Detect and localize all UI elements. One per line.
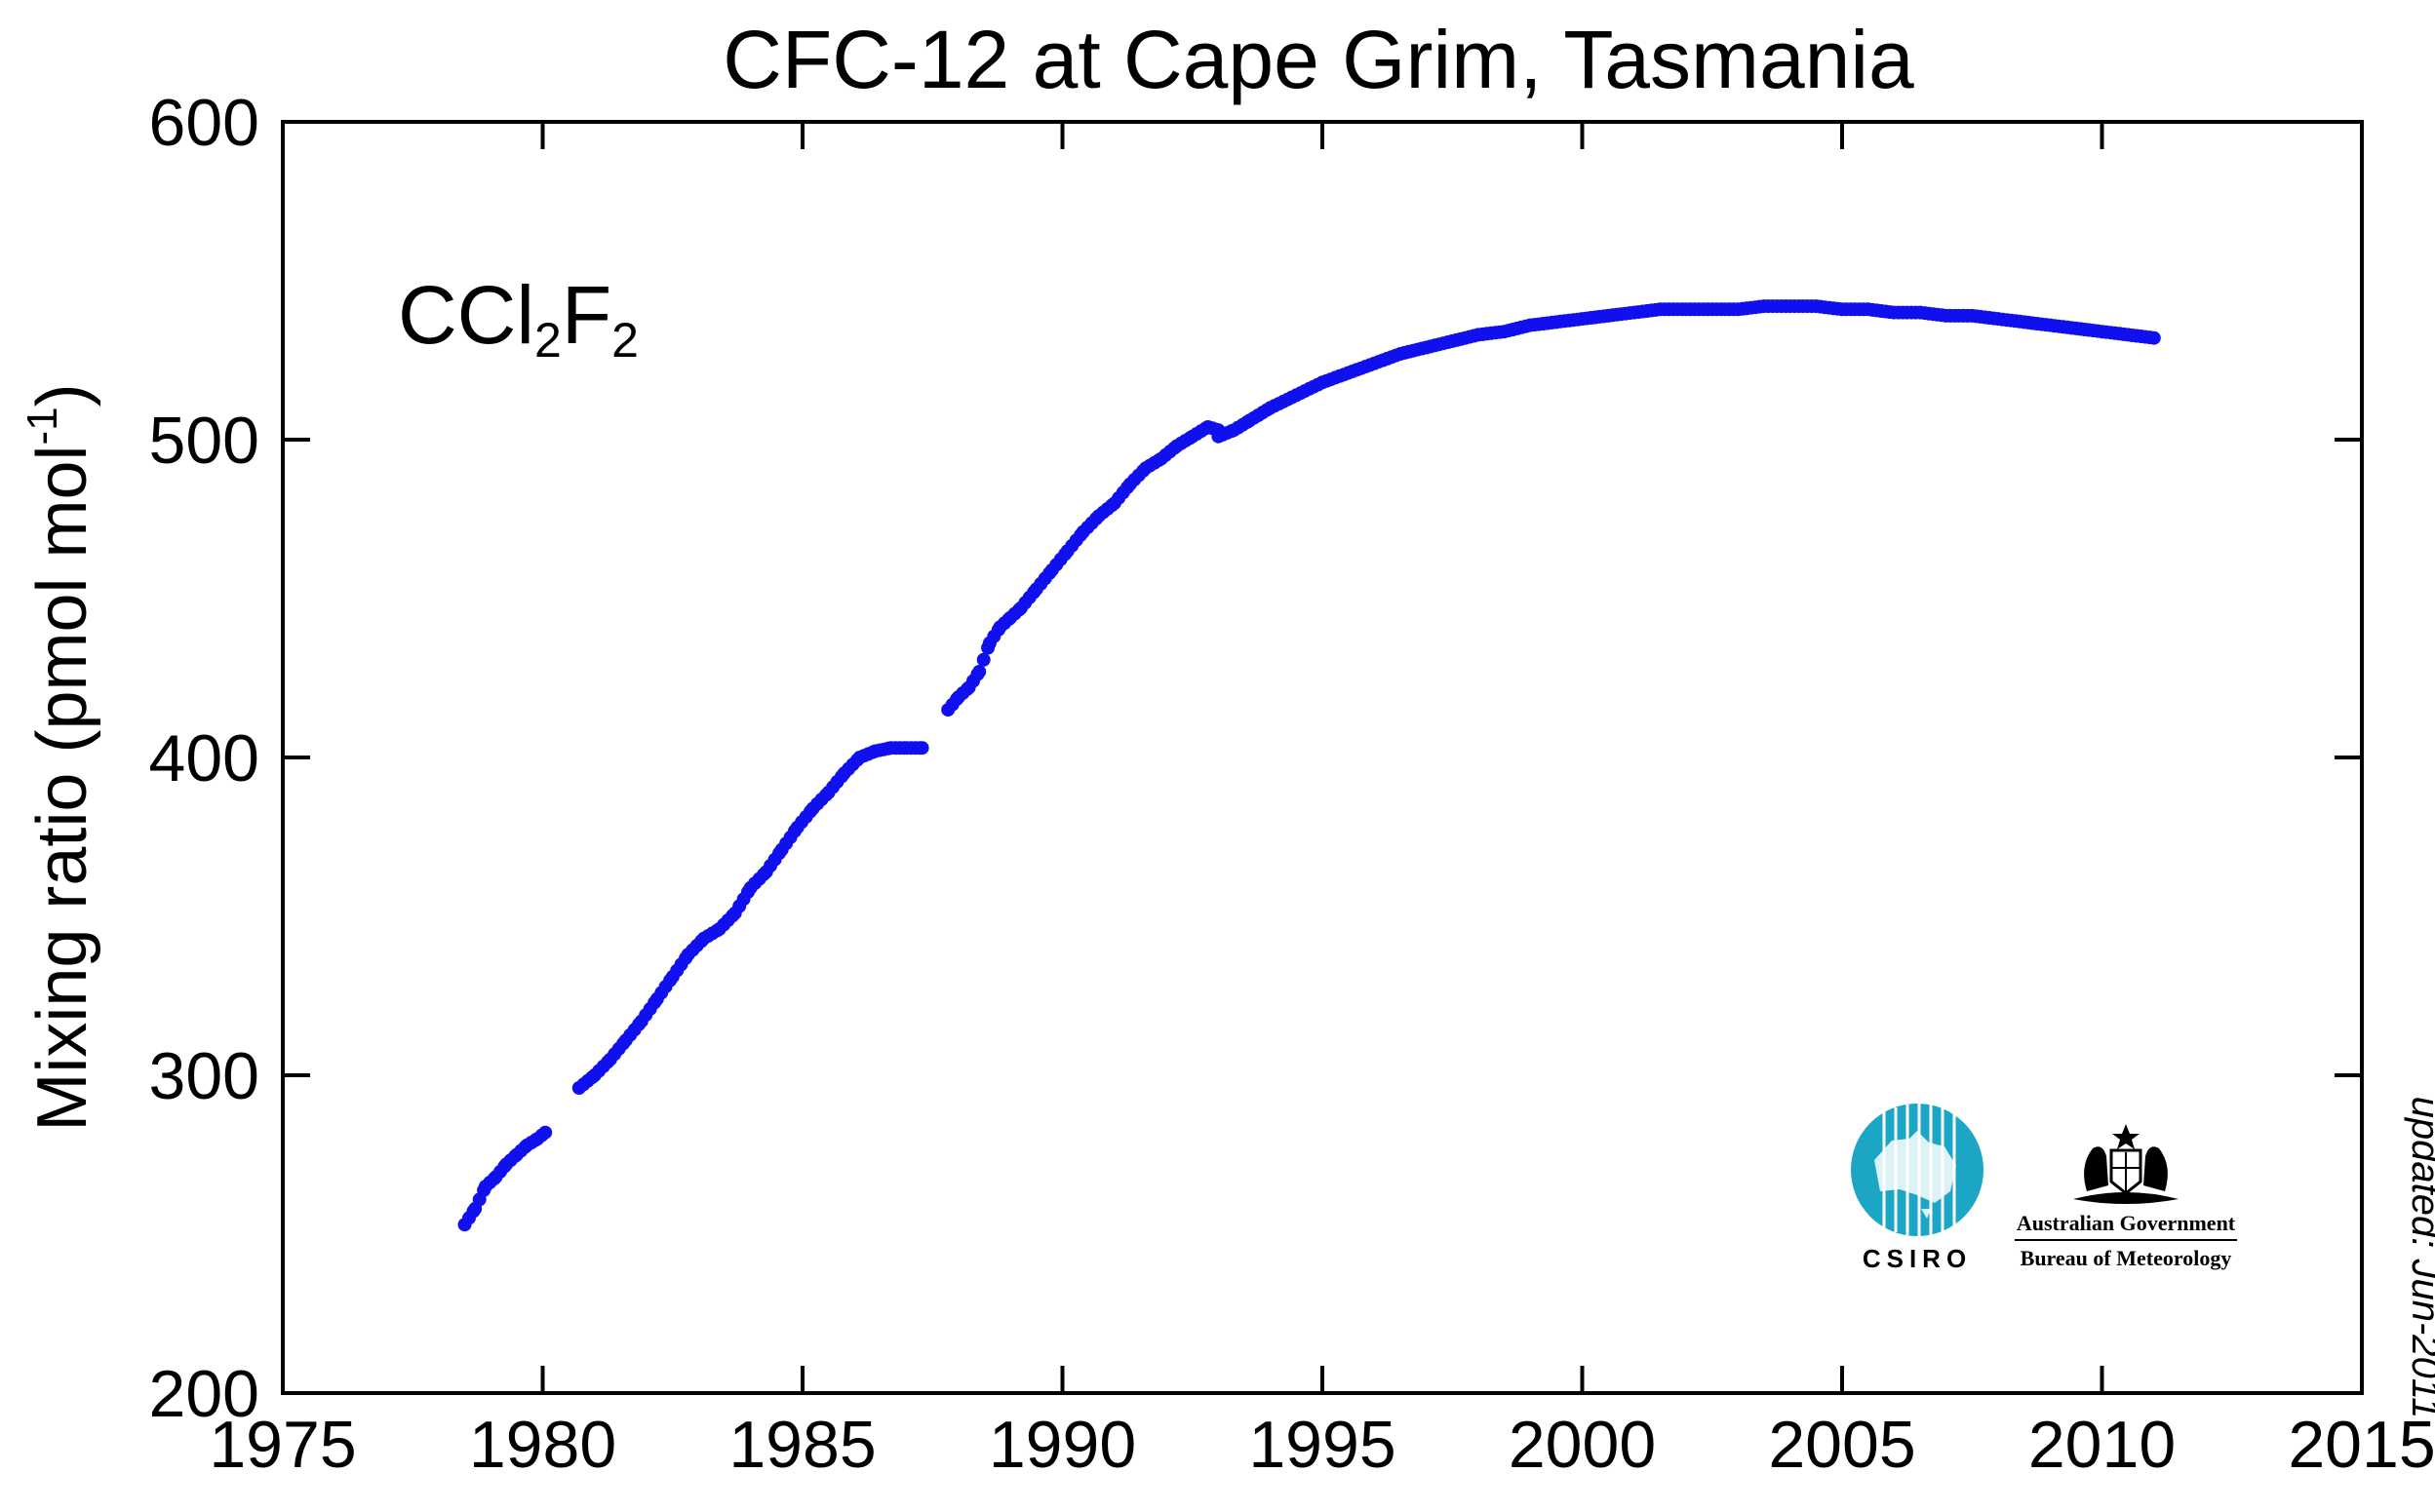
gov-text-line-2: Bureau of Meteorology	[2021, 1246, 2232, 1270]
y-axis-label: Mixing ratio (pmol mol-1)	[19, 383, 101, 1131]
data-points	[457, 299, 2161, 1232]
chart-title: CFC-12 at Cape Grim, Tasmania	[723, 14, 1914, 105]
formula-sub-1: 2	[534, 313, 562, 368]
y-tick-label: 400	[149, 721, 259, 795]
x-tick-label: 1980	[469, 1408, 616, 1482]
data-point	[2146, 330, 2161, 345]
x-tick-label: 2005	[1768, 1408, 1915, 1482]
x-tick-label: 2015	[2288, 1408, 2435, 1482]
y-axis-label-close: )	[23, 383, 101, 407]
formula-sub-2: 2	[611, 313, 639, 368]
y-axis-label-main: Mixing ratio (pmol mol	[23, 445, 101, 1131]
updated-note: updated: Jun-2011	[2404, 1097, 2435, 1419]
x-tick-label: 1975	[209, 1408, 356, 1482]
australian-government-logo: Australian Government Bureau of Meteorol…	[2015, 1124, 2237, 1270]
csiro-logo-text: CSIRO	[1863, 1244, 1972, 1273]
data-point	[538, 1125, 553, 1140]
data-point	[976, 652, 991, 667]
y-axis-ticks: 200 300 400 500 600	[149, 86, 2362, 1431]
y-axis-label-superscript: -1	[19, 407, 66, 445]
gov-text-line-1: Australian Government	[2017, 1211, 2236, 1235]
x-tick-label: 1995	[1248, 1408, 1395, 1482]
x-tick-label: 1985	[728, 1408, 876, 1482]
y-tick-label: 300	[149, 1039, 259, 1113]
coat-of-arms-icon	[2073, 1124, 2179, 1204]
australia-map-icon	[1874, 1131, 1956, 1219]
data-point	[915, 741, 929, 756]
y-tick-label: 500	[149, 404, 259, 478]
x-axis-ticks: 1975 1980 1985 1990 1995 2000 2005 2010 2015	[209, 122, 2435, 1482]
x-tick-label: 2010	[2028, 1408, 2176, 1482]
y-tick-label: 200	[149, 1357, 259, 1431]
formula-annotation: CCl2F2	[398, 269, 639, 368]
y-tick-label: 600	[149, 86, 259, 160]
x-tick-label: 1990	[989, 1408, 1136, 1482]
formula-ccl: CCl	[398, 269, 534, 361]
x-tick-label: 2000	[1509, 1408, 1656, 1482]
data-point	[972, 665, 987, 678]
formula-f: F	[562, 269, 611, 361]
csiro-logo: CSIRO	[1851, 1104, 1983, 1273]
